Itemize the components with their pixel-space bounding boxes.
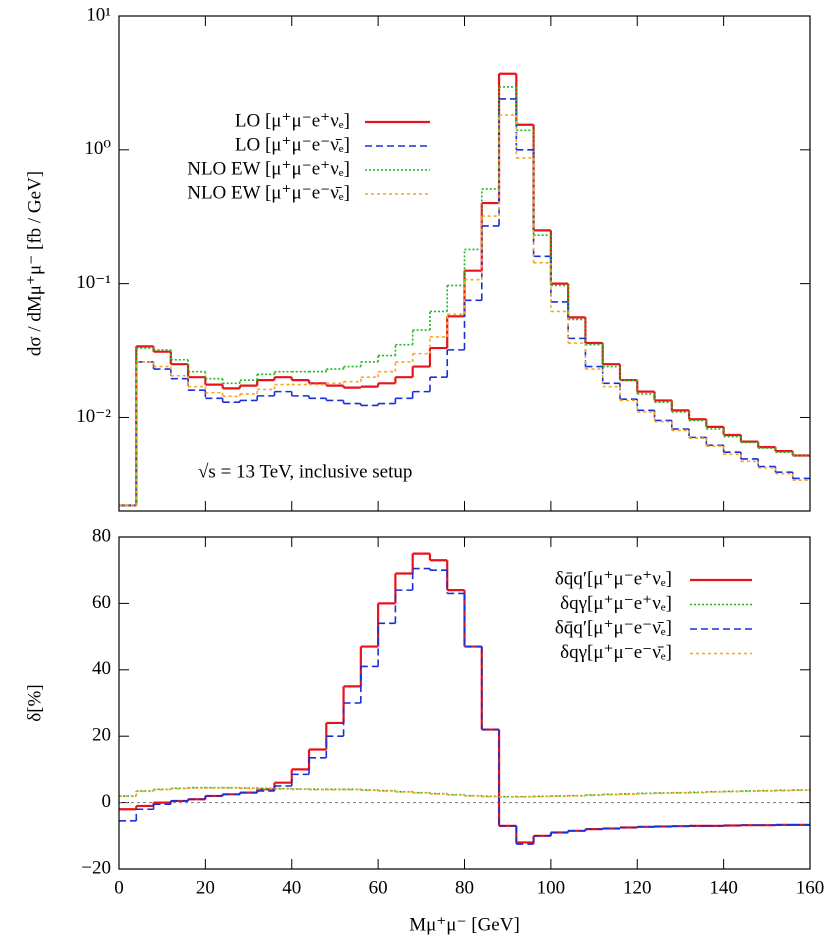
y-tick-label: 10¹ [86,4,111,25]
x-tick-label: 60 [369,877,388,898]
y-tick-label: 10⁻¹ [76,272,111,293]
y-tick-label: 40 [92,658,111,679]
y-axis-label: δ[%] [24,684,45,721]
legend-label: δqγ[μ⁺μ⁻e⁻ν̄ₑ] [560,642,672,663]
y-tick-label: 60 [92,592,111,613]
annotation: √s = 13 TeV, inclusive setup [198,461,412,482]
y-tick-label: 20 [92,725,111,746]
y-axis-label: dσ / dMμ⁺μ⁻ [fb / GeV] [24,171,45,356]
plot-frame [118,15,811,512]
y-tick-label: 10⁻² [76,406,111,427]
legend-label: LO [μ⁺μ⁻e⁺νₑ] [235,110,350,131]
x-tick-label: 160 [796,877,825,898]
x-axis-label: Mμ⁺μ⁻ [GeV] [409,914,520,935]
plot-frame [118,536,811,870]
x-tick-label: 20 [196,877,215,898]
x-tick-label: 80 [455,877,474,898]
panel: 10⁻² 10⁻¹ 10⁰ 10¹ LO [μ⁺μ⁻e⁺νₑ] LO [μ⁺μ⁻e⁻ν̄ₑ… [24,4,811,512]
legend-label: NLO EW [μ⁺μ⁻e⁺νₑ] [187,158,350,179]
y-tick-label: 80 [92,525,111,546]
legend-label: LO [μ⁺μ⁻e⁻ν̄ₑ] [235,134,350,155]
x-tick-label: 40 [282,877,301,898]
x-tick-label: 120 [623,877,652,898]
y-tick-label: 10⁰ [84,138,111,159]
y-tick-label: 0 [102,791,112,812]
legend-label: δq̄q′[μ⁺μ⁻e⁺νₑ] [555,568,672,589]
x-tick-label: 140 [709,877,738,898]
legend-label: NLO EW [μ⁺μ⁻e⁻ν̄ₑ] [187,182,350,203]
x-tick-label: 0 [114,877,124,898]
legend-label: δq̄q′[μ⁺μ⁻e⁻ν̄ₑ] [555,617,672,638]
x-tick-label: 100 [537,877,566,898]
legend-label: δqγ[μ⁺μ⁻e⁺νₑ] [560,593,672,614]
y-tick-label: −20 [81,857,111,878]
